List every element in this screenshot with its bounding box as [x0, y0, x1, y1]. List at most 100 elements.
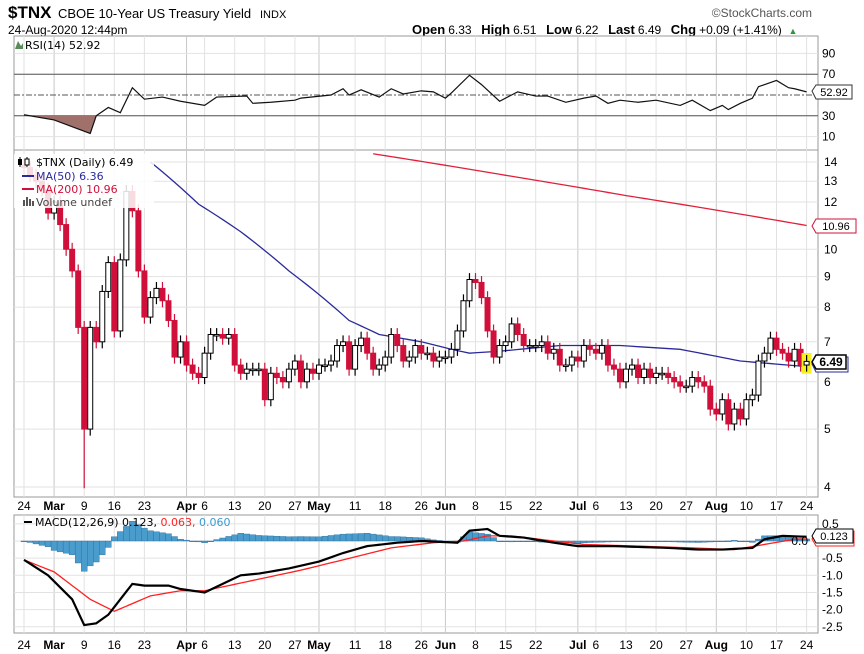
macd-histogram-bar: [339, 533, 347, 542]
macd-histogram-bar: [225, 536, 232, 542]
macd-histogram-bar: [279, 536, 287, 542]
macd-histogram-bar: [388, 536, 395, 542]
candle: [749, 388, 756, 407]
candle-body: [201, 352, 208, 379]
macd-histogram-bar: [333, 534, 341, 542]
macd-line: [23, 527, 807, 627]
macd-histogram-bar: [496, 540, 503, 543]
candle: [261, 362, 268, 407]
candle-body: [496, 345, 503, 358]
signal-line: [23, 535, 807, 613]
last-label: Last: [608, 22, 635, 37]
macd-histogram-bar: [207, 540, 214, 543]
candle-body: [604, 345, 611, 366]
candle-body: [665, 372, 672, 379]
macd-histogram-bar: [50, 540, 58, 551]
candle-body: [466, 279, 473, 302]
macd-value-tag: 0.123: [811, 528, 855, 547]
macd-histogram-bar: [640, 540, 648, 543]
candle: [111, 256, 118, 338]
rsi-legend: RSI(14) 52.92: [15, 39, 100, 52]
macd-histogram-bar: [26, 540, 34, 543]
candle-body: [586, 345, 593, 350]
date-label: 16: [108, 499, 122, 513]
candle-body: [418, 345, 425, 354]
macd-histogram-bar: [592, 540, 600, 543]
candle-body: [436, 356, 443, 362]
candle: [761, 346, 768, 368]
candle: [598, 339, 605, 360]
candle-body: [261, 368, 268, 401]
candle-body: [803, 360, 810, 366]
candle: [743, 393, 750, 426]
candle-body: [562, 364, 569, 368]
candle: [653, 366, 660, 385]
candle: [436, 350, 443, 368]
macd-histogram-bar: [375, 534, 383, 542]
macd-histogram-bar: [514, 540, 521, 543]
date-label: Jun: [435, 499, 456, 513]
date-label: 20: [258, 499, 272, 513]
candle: [219, 328, 226, 345]
date-label: 27: [680, 638, 694, 652]
candle-body: [454, 330, 461, 350]
date-label: 11: [349, 638, 362, 652]
macd-tick-label: 0.0: [791, 534, 808, 548]
macd-histogram-bar: [177, 539, 184, 542]
volume-icon: [23, 197, 34, 206]
date-label: May: [307, 638, 331, 652]
candle: [406, 350, 413, 368]
candle: [604, 339, 611, 372]
candle-body: [291, 360, 298, 370]
macd-histogram-bar: [400, 536, 407, 542]
candle: [237, 358, 244, 380]
candle: [309, 362, 316, 380]
candle-body: [358, 337, 365, 347]
candle-body: [406, 356, 413, 362]
candle-body: [249, 368, 256, 372]
macd-histogram-bar: [652, 540, 660, 543]
date-label: 15: [499, 638, 513, 652]
candle: [683, 379, 690, 393]
candle: [267, 366, 274, 407]
candle: [725, 393, 732, 431]
candle: [580, 339, 587, 368]
legend-bg: [14, 154, 154, 208]
candle: [418, 339, 425, 360]
macd-tick-label: -1.5: [822, 585, 843, 599]
candle-body: [315, 364, 322, 374]
candle-body: [448, 348, 455, 358]
candle: [201, 346, 208, 385]
macd-histogram-bar: [508, 540, 515, 543]
candle: [665, 366, 672, 385]
candle: [315, 358, 322, 380]
macd-histogram-bar: [201, 540, 208, 543]
date-label: 15: [499, 499, 513, 513]
date-label: 26: [415, 499, 429, 513]
macd-histogram-bar: [291, 536, 299, 542]
candle-body: [424, 352, 431, 356]
ma200-value-tag: 10.96: [811, 218, 857, 234]
macd-histogram-bar: [105, 540, 112, 548]
candle: [370, 346, 377, 376]
macd-histogram-bar: [261, 535, 268, 542]
date-label: 22: [529, 499, 543, 513]
rsi-line: [23, 74, 807, 135]
macd-histogram-bar: [99, 540, 106, 555]
date-label: 18: [379, 499, 393, 513]
date-label: 17: [770, 638, 784, 652]
price-tick-label: 4: [824, 480, 831, 494]
macd-histogram-bar: [249, 534, 256, 542]
macd-histogram-bar: [502, 540, 509, 543]
candle: [105, 256, 112, 299]
datetime: 24-Aug-2020 12:44pm: [8, 23, 127, 37]
macd-histogram-bar: [87, 540, 94, 567]
candle-body: [352, 345, 359, 370]
candle-body: [520, 333, 527, 347]
candle: [243, 362, 250, 380]
candle: [165, 294, 172, 328]
candle: [616, 362, 623, 389]
chg-label: Chg: [671, 22, 696, 37]
macd-histogram-bar: [153, 531, 160, 542]
candle: [400, 339, 407, 368]
